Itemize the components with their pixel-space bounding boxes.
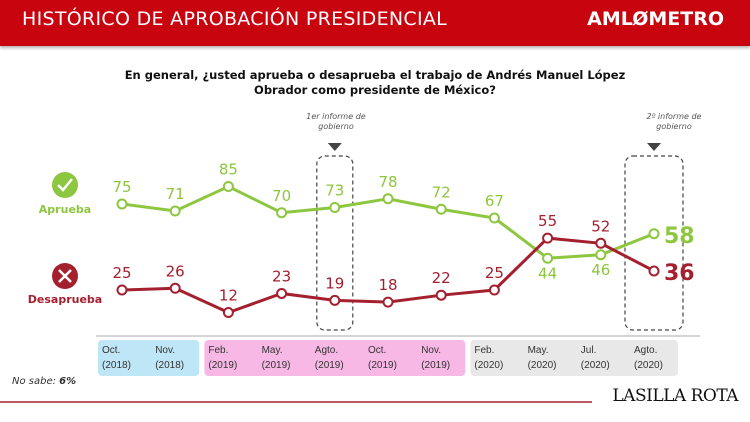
x-tick-label: (2020)	[634, 360, 663, 371]
x-tick-label: (2019)	[421, 360, 450, 371]
x-tick-label: (2019)	[262, 360, 291, 371]
x-tick-label: (2020)	[528, 360, 557, 371]
x-tick-label: May.	[262, 345, 283, 356]
x-tick-label: (2019)	[315, 360, 344, 371]
source-logo: LASILLA ROTA	[612, 386, 738, 406]
category-group-2018	[98, 340, 200, 376]
x-tick-label: Jul.	[581, 345, 597, 356]
data-label: 46	[591, 261, 610, 279]
data-label: 18	[378, 276, 397, 294]
data-point	[595, 237, 607, 249]
x-tick-label: Feb.	[208, 345, 228, 356]
amlometro-logo: AMLØMETRO	[587, 8, 724, 30]
annotation-1: 1er informe de gobierno	[306, 112, 366, 131]
annotation-2: 2º informe de gobierno	[646, 112, 702, 131]
x-tick-label: (2019)	[208, 360, 237, 371]
data-point	[488, 284, 500, 296]
data-point	[329, 294, 341, 306]
page-title: HISTÓRICO DE APROBACIÓN PRESIDENCIAL	[22, 8, 448, 30]
legend-label-aprueba: Aprueba	[39, 203, 91, 216]
data-label: 12	[219, 286, 238, 304]
category-group-2020	[470, 340, 678, 376]
data-label: 67	[485, 192, 504, 210]
data-label: 23	[272, 267, 291, 285]
x-tick-label: May.	[528, 345, 549, 356]
data-point	[435, 203, 447, 215]
data-label: 52	[591, 217, 610, 235]
legend-label-desaprueba: Desaprueba	[28, 293, 102, 306]
data-point	[542, 252, 554, 264]
data-label: 22	[432, 269, 451, 287]
data-point	[648, 228, 660, 240]
data-point	[435, 289, 447, 301]
data-point	[116, 198, 128, 210]
no-sabe-label: No sabe:	[12, 376, 56, 387]
data-label: 55	[538, 212, 557, 230]
data-label: 73	[325, 182, 344, 200]
data-label: 78	[378, 173, 397, 191]
data-point	[382, 296, 394, 308]
x-tick-label: Agto.	[634, 345, 657, 356]
data-label: 71	[166, 185, 185, 203]
data-point	[169, 205, 181, 217]
annotation-box	[624, 155, 684, 331]
annotation-box	[316, 155, 354, 331]
data-point	[329, 202, 341, 213]
data-label: 25	[112, 264, 131, 282]
data-point	[116, 284, 128, 296]
data-point	[169, 282, 181, 294]
data-point	[276, 207, 288, 219]
annotation-arrow	[327, 143, 342, 151]
data-label: 58	[664, 224, 695, 249]
data-point	[222, 306, 234, 318]
data-label: 72	[432, 183, 451, 201]
x-tick-label: Oct.	[102, 345, 120, 356]
data-point	[542, 232, 554, 244]
x-tick-label: Agto.	[315, 345, 338, 356]
data-point	[276, 287, 288, 299]
x-icon-glyph	[58, 269, 72, 283]
data-label: 36	[664, 261, 695, 286]
x-tick-label: Nov.	[155, 345, 175, 356]
category-group-2019	[204, 340, 466, 376]
no-sabe-value: 6%	[59, 376, 77, 387]
x-tick-label: Feb.	[474, 345, 494, 356]
header-bar: HISTÓRICO DE APROBACIÓN PRESIDENCIAL AML…	[0, 0, 750, 46]
x-tick-label: (2020)	[581, 360, 610, 371]
chart-title: En general, ¿usted aprueba o desaprueba …	[124, 68, 626, 97]
data-label: 19	[325, 274, 344, 292]
x-tick-label: (2018)	[102, 360, 131, 371]
x-tick-label: Nov.	[421, 345, 441, 356]
x-tick-label: Oct.	[368, 345, 386, 356]
data-label: 26	[166, 262, 185, 280]
data-point	[595, 249, 607, 261]
data-point	[382, 193, 394, 205]
x-tick-label: (2020)	[474, 360, 503, 371]
x-tick-label: (2018)	[155, 360, 184, 371]
annotation-arrow	[647, 143, 661, 151]
data-label: 25	[485, 264, 504, 282]
check-icon	[52, 172, 78, 198]
x-tick-label: (2019)	[368, 360, 397, 371]
data-label: 70	[272, 187, 291, 205]
no-sabe: No sabe: 6%	[12, 376, 76, 387]
data-point	[488, 212, 500, 224]
data-label: 75	[112, 178, 131, 196]
data-point	[648, 265, 660, 277]
data-point	[222, 181, 234, 192]
data-label: 85	[219, 161, 238, 179]
data-label: 44	[538, 264, 557, 282]
check-icon-glyph	[57, 178, 73, 192]
